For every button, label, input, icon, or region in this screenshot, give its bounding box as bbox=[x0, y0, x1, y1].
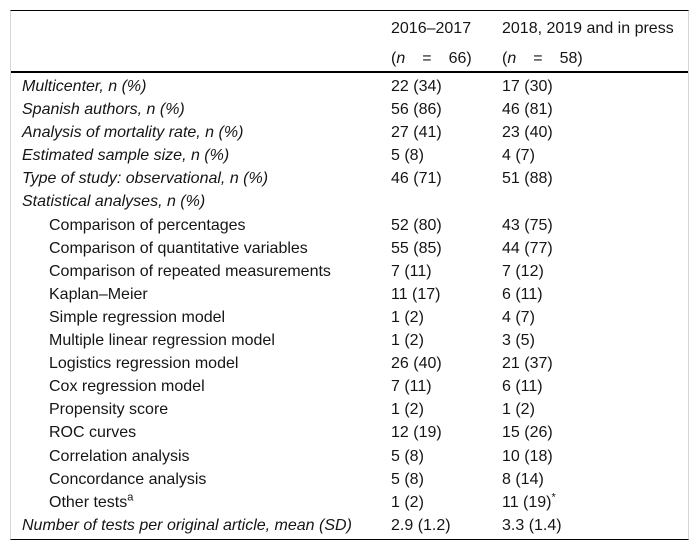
table-row: Other testsa 1 (2) 11 (19)* bbox=[11, 491, 688, 514]
row-label: Multiple linear regression model bbox=[49, 332, 275, 350]
row-label: Number of tests per original article, me… bbox=[22, 516, 352, 534]
value-col-2: 17 (30) bbox=[502, 78, 553, 95]
value-col-1: 5 (8) bbox=[391, 470, 424, 488]
value-col-1: 7 (11) bbox=[391, 378, 432, 396]
table-row: Comparison of repeated measurements 7 (1… bbox=[11, 260, 688, 283]
table-row: Logistics regression model 26 (40) 21 (3… bbox=[11, 352, 688, 375]
value-col-2: 3.3 (1.4) bbox=[502, 516, 562, 534]
value-col-1: 1 (2) bbox=[391, 493, 424, 511]
row-label: Multicenter, n (%) bbox=[22, 78, 147, 95]
col-header-period-1: 2016–2017 bbox=[391, 20, 472, 37]
n-count: 58) bbox=[559, 50, 583, 67]
row-label: Comparison of repeated measurements bbox=[49, 262, 331, 280]
statistics-table: 2016–2017 2018, 2019 and in press (n = 66)… bbox=[10, 10, 689, 540]
table-row: Type of study: observational, n (%) 46 (… bbox=[11, 167, 688, 190]
value-col-2: 21 (37) bbox=[502, 355, 553, 373]
row-label: Simple regression model bbox=[49, 308, 226, 326]
table-row: Multicenter, n (%) 22 (34) 17 (30) bbox=[11, 75, 688, 98]
table-row: Multiple linear regression model 1 (2) 3… bbox=[11, 329, 688, 352]
value-col-1: 11 (17) bbox=[391, 285, 441, 303]
value-col-1: 5 (8) bbox=[391, 447, 424, 465]
paren-open: ( bbox=[391, 50, 397, 67]
value-col-2: 1 (2) bbox=[502, 401, 535, 419]
value-col-2: 6 (11) bbox=[502, 378, 543, 396]
value-col-1: 7 (11) bbox=[391, 262, 432, 280]
table-row: Cox regression model 7 (11) 6 (11) bbox=[11, 375, 688, 398]
table-row: Comparison of percentages 52 (80) 43 (75… bbox=[11, 214, 688, 237]
table-body: Multicenter, n (%) 22 (34) 17 (30) Spani… bbox=[11, 73, 688, 539]
value-col-2: 10 (18) bbox=[502, 447, 553, 465]
value-col-1: 1 (2) bbox=[391, 401, 424, 419]
row-label: Logistics regression model bbox=[49, 355, 239, 373]
value-col-1: 1 (2) bbox=[391, 308, 424, 326]
table-row: Kaplan–Meier 11 (17) 6 (11) bbox=[11, 283, 688, 306]
value-col-1: 5 (8) bbox=[391, 147, 424, 165]
n-count: 66) bbox=[448, 50, 472, 67]
row-label: Comparison of percentages bbox=[49, 216, 246, 234]
value-col-2: 4 (7) bbox=[502, 308, 535, 326]
equals-sign: = bbox=[422, 50, 432, 67]
value-col-2: 11 (19)* bbox=[502, 491, 556, 511]
table-row: Concordance analysis 5 (8) 8 (14) bbox=[11, 468, 688, 491]
value-col-1: 1 (2) bbox=[391, 332, 424, 350]
table-row: Correlation analysis 5 (8) 10 (18) bbox=[11, 445, 688, 468]
paren-open: ( bbox=[502, 50, 508, 67]
value-col-1: 22 (34) bbox=[391, 78, 442, 95]
footnote-marker: a bbox=[127, 491, 134, 504]
significance-marker: * bbox=[551, 491, 556, 504]
table-row: Analysis of mortality rate, n (%) 27 (41… bbox=[11, 121, 688, 144]
row-label: Kaplan–Meier bbox=[49, 285, 148, 303]
value-col-2: 43 (75) bbox=[502, 216, 553, 234]
value-col-1: 27 (41) bbox=[391, 124, 442, 142]
value-col-2: 3 (5) bbox=[502, 332, 535, 350]
value-col-2: 4 (7) bbox=[502, 147, 535, 165]
value-col-2: 23 (40) bbox=[502, 124, 553, 142]
row-label: Statistical analyses, n (%) bbox=[22, 193, 206, 211]
value-col-1: 26 (40) bbox=[391, 355, 442, 373]
row-label: Comparison of quantitative variables bbox=[49, 239, 308, 257]
row-label: Propensity score bbox=[49, 401, 169, 419]
col-header-n-1: (n = 66) bbox=[391, 47, 472, 70]
row-label: Correlation analysis bbox=[49, 447, 190, 465]
col-header-n-2: (n = 58) bbox=[502, 47, 583, 70]
table-row: Number of tests per original article, me… bbox=[11, 514, 688, 537]
row-label: Cox regression model bbox=[49, 378, 205, 396]
value-col-2: 51 (88) bbox=[502, 170, 553, 188]
value-col-1: 2.9 (1.2) bbox=[391, 516, 451, 534]
table-header: 2016–2017 2018, 2019 and in press (n = 66)… bbox=[11, 11, 688, 73]
col-header-period-2: 2018, 2019 and in press bbox=[502, 20, 674, 37]
value-col-2: 44 (77) bbox=[502, 239, 553, 257]
value-col-1: 46 (71) bbox=[391, 170, 442, 188]
equals-sign: = bbox=[533, 50, 543, 67]
row-label: Concordance analysis bbox=[49, 470, 207, 488]
value-col-1: 55 (85) bbox=[391, 239, 442, 257]
value-col-2: 8 (14) bbox=[502, 470, 544, 488]
value-col-2: 46 (81) bbox=[502, 101, 553, 119]
table-row: Comparison of quantitative variables 55 … bbox=[11, 237, 688, 260]
row-label: ROC curves bbox=[49, 424, 137, 442]
value-col-1: 56 (86) bbox=[391, 101, 442, 119]
value-col-2: 15 (26) bbox=[502, 424, 553, 442]
value-col-1: 12 (19) bbox=[391, 424, 442, 442]
value-col-1: 52 (80) bbox=[391, 216, 442, 234]
value-col-2: 7 (12) bbox=[502, 262, 544, 280]
table-row: ROC curves 12 (19) 15 (26) bbox=[11, 421, 688, 444]
n-variable: n bbox=[507, 50, 517, 67]
row-label: Spanish authors, n (%) bbox=[22, 101, 185, 119]
table-row: Propensity score 1 (2) 1 (2) bbox=[11, 398, 688, 421]
n-variable: n bbox=[396, 50, 406, 67]
table-row: Simple regression model 1 (2) 4 (7) bbox=[11, 306, 688, 329]
row-label: Other testsa bbox=[49, 491, 134, 511]
row-label: Analysis of mortality rate, n (%) bbox=[22, 124, 244, 142]
table-row: Spanish authors, n (%) 56 (86) 46 (81) bbox=[11, 98, 688, 121]
value-col-2: 6 (11) bbox=[502, 285, 543, 303]
table-row: Estimated sample size, n (%) 5 (8) 4 (7) bbox=[11, 144, 688, 167]
row-label: Estimated sample size, n (%) bbox=[22, 147, 230, 165]
row-label: Type of study: observational, n (%) bbox=[22, 170, 269, 188]
table-row: Statistical analyses, n (%) bbox=[11, 190, 688, 213]
